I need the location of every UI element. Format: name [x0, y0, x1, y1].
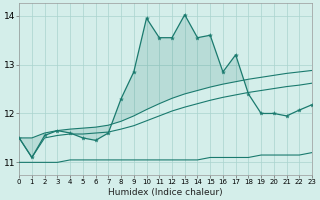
- Polygon shape: [19, 15, 248, 157]
- X-axis label: Humidex (Indice chaleur): Humidex (Indice chaleur): [108, 188, 223, 197]
